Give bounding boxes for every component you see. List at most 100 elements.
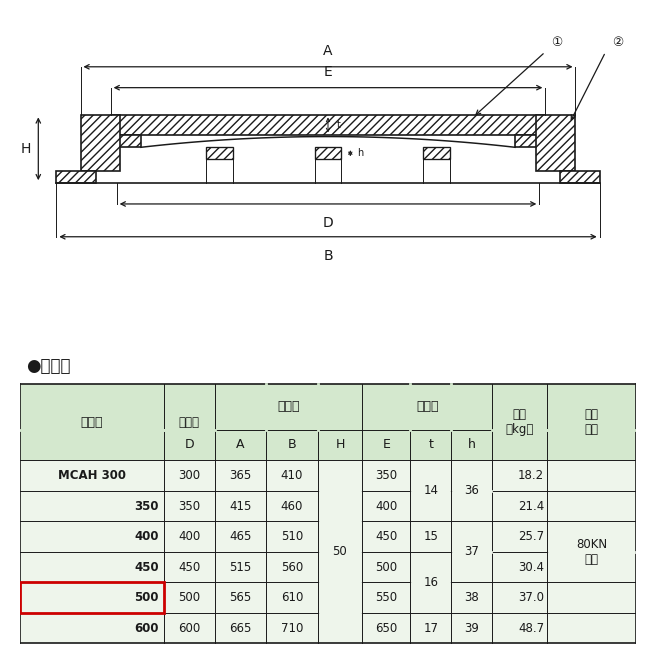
Bar [547, 583, 636, 613]
Bar [547, 522, 636, 552]
Bar [362, 491, 410, 522]
Text: 600: 600 [178, 622, 200, 634]
Bar [318, 461, 362, 491]
Text: 破壊
荷重: 破壊 荷重 [584, 408, 599, 436]
Text: ①: ① [551, 36, 563, 49]
Bar [410, 461, 451, 491]
Bar [266, 491, 318, 522]
Text: 30.4: 30.4 [518, 561, 544, 573]
Bar [163, 491, 215, 522]
Bar [410, 430, 451, 461]
Bar [451, 384, 493, 430]
Text: E: E [323, 65, 333, 79]
Bar [215, 461, 266, 491]
Bar [493, 552, 547, 583]
Text: 50: 50 [333, 545, 348, 558]
Text: 17: 17 [423, 622, 438, 634]
Bar [493, 522, 547, 552]
Text: 符　号: 符 号 [81, 415, 103, 428]
Bar [451, 522, 493, 552]
Bar [111, 135, 141, 148]
Text: A: A [236, 438, 245, 451]
Bar [362, 461, 410, 491]
Bar [547, 461, 636, 491]
Bar [547, 552, 636, 583]
Bar [56, 171, 96, 183]
Bar [266, 522, 318, 552]
Bar [493, 583, 547, 613]
Text: 400: 400 [134, 530, 159, 543]
Bar [163, 613, 215, 644]
Text: 37.0: 37.0 [518, 591, 544, 604]
Text: E: E [382, 438, 390, 451]
Bar [206, 148, 233, 159]
Bar [266, 461, 318, 491]
Bar [493, 491, 547, 522]
Text: 515: 515 [230, 561, 252, 573]
Bar [20, 522, 163, 552]
Bar [20, 461, 163, 491]
Bar [451, 552, 493, 583]
Bar [20, 430, 163, 461]
Bar [266, 552, 318, 583]
Bar [451, 430, 493, 461]
Bar [111, 115, 545, 135]
Bar [493, 430, 547, 461]
Bar [81, 115, 120, 171]
Bar [163, 552, 215, 583]
Bar [215, 522, 266, 552]
Text: D: D [323, 216, 333, 230]
Bar [547, 613, 636, 644]
Text: 450: 450 [178, 561, 200, 573]
Text: 37: 37 [464, 545, 480, 558]
Text: 80KN
以上: 80KN 以上 [576, 538, 607, 566]
Bar [560, 171, 600, 183]
Bar [493, 613, 547, 644]
Text: h: h [358, 148, 364, 158]
Bar [515, 135, 545, 148]
Bar [318, 491, 362, 522]
Bar [215, 552, 266, 583]
Text: 450: 450 [134, 561, 159, 573]
Bar [163, 430, 215, 461]
Text: 38: 38 [464, 591, 480, 604]
Bar [318, 430, 362, 461]
Bar [215, 583, 266, 613]
Text: D: D [184, 438, 194, 451]
Text: 300: 300 [178, 469, 200, 482]
Text: t: t [428, 438, 433, 451]
Bar [20, 613, 163, 644]
Bar [362, 552, 410, 583]
Text: ふ　た: ふ た [416, 400, 439, 413]
Bar [318, 552, 362, 583]
Text: B: B [323, 249, 333, 262]
Text: 25.7: 25.7 [518, 530, 544, 543]
Bar [362, 522, 410, 552]
Text: 460: 460 [281, 499, 303, 512]
Text: 18.2: 18.2 [518, 469, 544, 482]
Bar [410, 613, 451, 644]
Bar [410, 384, 451, 430]
Bar [266, 613, 318, 644]
Text: H: H [21, 142, 31, 155]
Text: 16: 16 [423, 576, 438, 589]
Bar [362, 613, 410, 644]
Bar [20, 583, 163, 613]
Text: 350: 350 [134, 499, 159, 512]
Text: 15: 15 [423, 530, 438, 543]
Bar [318, 613, 362, 644]
Text: 受　枠: 受 枠 [277, 400, 300, 413]
Bar [163, 384, 215, 430]
Text: 550: 550 [375, 591, 398, 604]
Text: t: t [337, 120, 341, 130]
Bar [536, 115, 575, 171]
Text: H: H [335, 438, 344, 451]
Bar [20, 583, 163, 613]
Bar [215, 430, 266, 461]
Text: 415: 415 [230, 499, 252, 512]
Text: 14: 14 [423, 484, 438, 497]
Text: 500: 500 [178, 591, 200, 604]
Text: ②: ② [611, 36, 623, 49]
Bar [318, 583, 362, 613]
Text: 500: 500 [375, 561, 398, 573]
